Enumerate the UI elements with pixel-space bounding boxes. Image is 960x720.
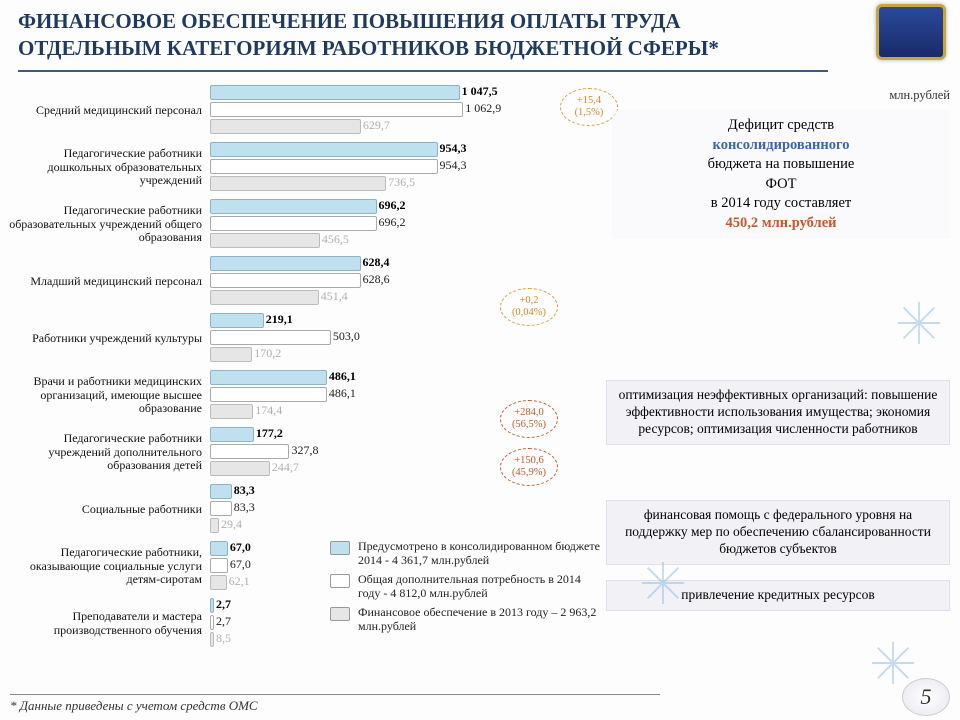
bar-value: 1 062,9 <box>465 101 501 116</box>
bar-value: 8,5 <box>216 631 231 646</box>
deficit-callout: Дефицит средствконсолидированногобюджета… <box>612 110 950 239</box>
legend-swatch <box>330 607 350 621</box>
category-label: Преподаватели и мастера производственног… <box>0 595 208 652</box>
chart-row: Средний медицинский персонал 1 047,5 1 062… <box>0 82 600 139</box>
category-label: Социальные работники <box>0 481 208 538</box>
category-label: Работники учреждений культуры <box>0 310 208 367</box>
bar-value: 954,3 <box>440 141 467 156</box>
bar-value: 503,0 <box>333 329 360 344</box>
bar-value: 451,4 <box>321 289 348 304</box>
legend-swatch <box>330 541 350 555</box>
category-label: Педагогические работники учреждений допо… <box>0 424 208 481</box>
bar-value: 696,2 <box>379 198 406 213</box>
title-rule <box>18 70 828 72</box>
bar-value: 327,8 <box>291 443 318 458</box>
bar-value: 83,3 <box>234 483 255 498</box>
snowflake-icon <box>896 300 942 346</box>
delta-bubble: +15,4(1,5%) <box>560 88 618 126</box>
bar-value: 954,3 <box>440 158 467 173</box>
bar-value: 219,1 <box>266 312 293 327</box>
bar-value: 170,2 <box>254 346 281 361</box>
snowflake-icon <box>640 560 686 606</box>
chart-row: Педагогические работники образовательных… <box>0 196 600 253</box>
info-box: финансовая помощь с федерального уровня … <box>606 500 950 565</box>
bar-value: 62,1 <box>229 574 250 589</box>
bar-value: 696,2 <box>379 215 406 230</box>
category-label: Младший медицинский персонал <box>0 253 208 310</box>
bar-value: 67,0 <box>230 540 251 555</box>
bar-value: 177,2 <box>256 426 283 441</box>
category-label: Педагогические работники, оказывающие со… <box>0 538 208 595</box>
bar-value: 456,5 <box>322 232 349 247</box>
legend-swatch <box>330 574 350 588</box>
page-title: ФИНАНСОВОЕ ОБЕСПЕЧЕНИЕ ПОВЫШЕНИЯ ОПЛАТЫ … <box>18 8 798 63</box>
category-label: Педагогические работники образовательных… <box>0 196 208 253</box>
category-label: Средний медицинский персонал <box>0 82 208 139</box>
chart-row: Социальные работники 83,3 83,3 29,4 <box>0 481 600 538</box>
chart-legend: Предусмотрено в консолидированном бюджет… <box>330 539 600 637</box>
bar-value: 629,7 <box>363 118 390 133</box>
category-label: Педагогические работники дошкольных обра… <box>0 139 208 196</box>
bar-value: 736,5 <box>388 175 415 190</box>
bar-value: 83,3 <box>234 500 255 515</box>
bar-value: 2,7 <box>216 614 231 629</box>
info-box: оптимизация неэффективных организаций: п… <box>606 380 950 445</box>
bar-value: 628,6 <box>363 272 390 287</box>
bar-value: 174,4 <box>255 403 282 418</box>
delta-bubble: +150,6(45,9%) <box>500 448 558 486</box>
bar-value: 486,1 <box>329 369 356 384</box>
unit-label: млн.рублей <box>889 88 950 103</box>
legend-item: Общая дополнительная потребность в 2014 … <box>330 572 600 601</box>
snowflake-icon <box>870 640 916 686</box>
chart-row: Педагогические работники дошкольных обра… <box>0 139 600 196</box>
bar-value: 244,7 <box>272 460 299 475</box>
bar-value: 29,4 <box>221 517 242 532</box>
category-label: Врачи и работники медицинских организаци… <box>0 367 208 424</box>
footnote: * Данные приведены с учетом средств ОМС <box>10 694 660 714</box>
bar-value: 628,4 <box>363 255 390 270</box>
bar-value: 2,7 <box>216 597 231 612</box>
page-number: 5 <box>902 678 950 716</box>
bar-value: 1 047,5 <box>462 84 498 99</box>
crest-logo <box>876 4 946 60</box>
bar-value: 486,1 <box>329 386 356 401</box>
bar-value: 67,0 <box>230 557 251 572</box>
delta-bubble: +0,2(0,04%) <box>500 288 558 326</box>
legend-item: Предусмотрено в консолидированном бюджет… <box>330 539 600 568</box>
delta-bubble: +284,0(56,5%) <box>500 400 558 438</box>
legend-item: Финансовое обеспечение в 2013 году – 2 9… <box>330 605 600 634</box>
